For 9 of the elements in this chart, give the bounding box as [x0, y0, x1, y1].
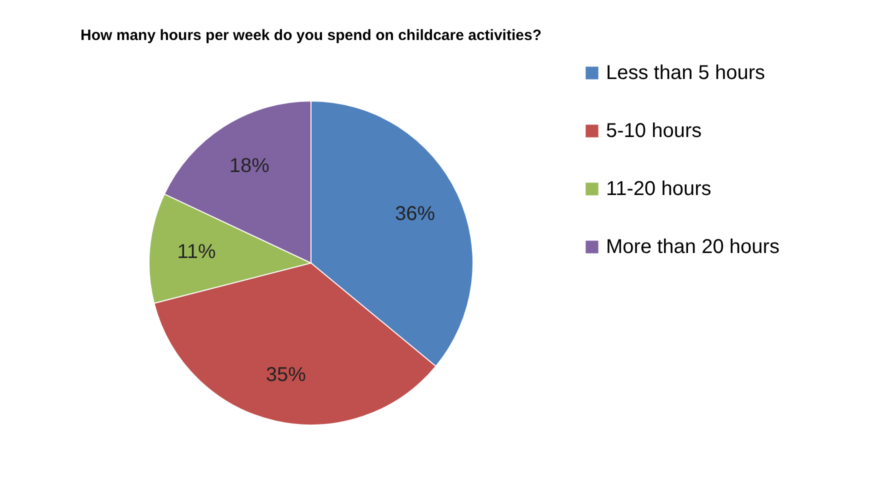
legend-label: More than 20 hours [606, 236, 780, 258]
data-label: 36% [395, 203, 436, 226]
chart-title: How many hours per week do you spend on childcare activities? [80, 27, 542, 44]
data-label: 35% [266, 364, 306, 386]
legend-label: Less than 5 hours [606, 62, 765, 84]
data-label: 18% [229, 154, 270, 177]
legend-label: 5-10 hours [606, 120, 702, 142]
data-label: 11% [177, 241, 216, 264]
legend-label: 11-20 hours [606, 178, 712, 200]
